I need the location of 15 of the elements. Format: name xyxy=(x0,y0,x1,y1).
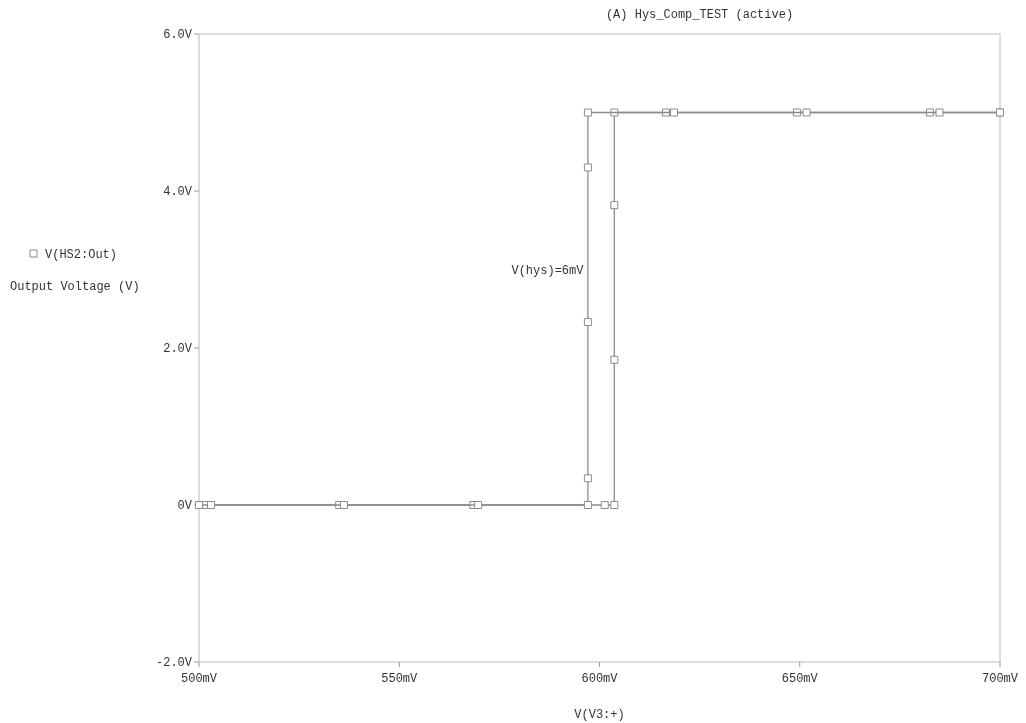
x-axis-title: V(V3:+) xyxy=(574,708,625,722)
y-tick-label: 6.0V xyxy=(163,28,193,42)
annotation: V(hys)=6mV xyxy=(511,263,585,278)
y-axis-title: Output Voltage (V) xyxy=(10,280,140,294)
x-tick-label: 650mV xyxy=(781,672,819,686)
y-tick-label: 0V xyxy=(177,499,193,513)
x-tick-label: 600mV xyxy=(581,672,619,686)
y-tick-label: 4.0V xyxy=(163,185,193,199)
y-tick-label: 2.0V xyxy=(163,342,193,356)
x-tick-label: 700mV xyxy=(981,672,1019,686)
legend-label: V(HS2:Out) xyxy=(45,248,118,262)
y-tick-label: -2.0V xyxy=(155,656,193,670)
x-tick-label: 500mV xyxy=(180,672,218,686)
chart-title: (A) Hys_Comp_TEST (active) xyxy=(605,8,794,22)
x-tick-label: 550mV xyxy=(381,672,419,686)
